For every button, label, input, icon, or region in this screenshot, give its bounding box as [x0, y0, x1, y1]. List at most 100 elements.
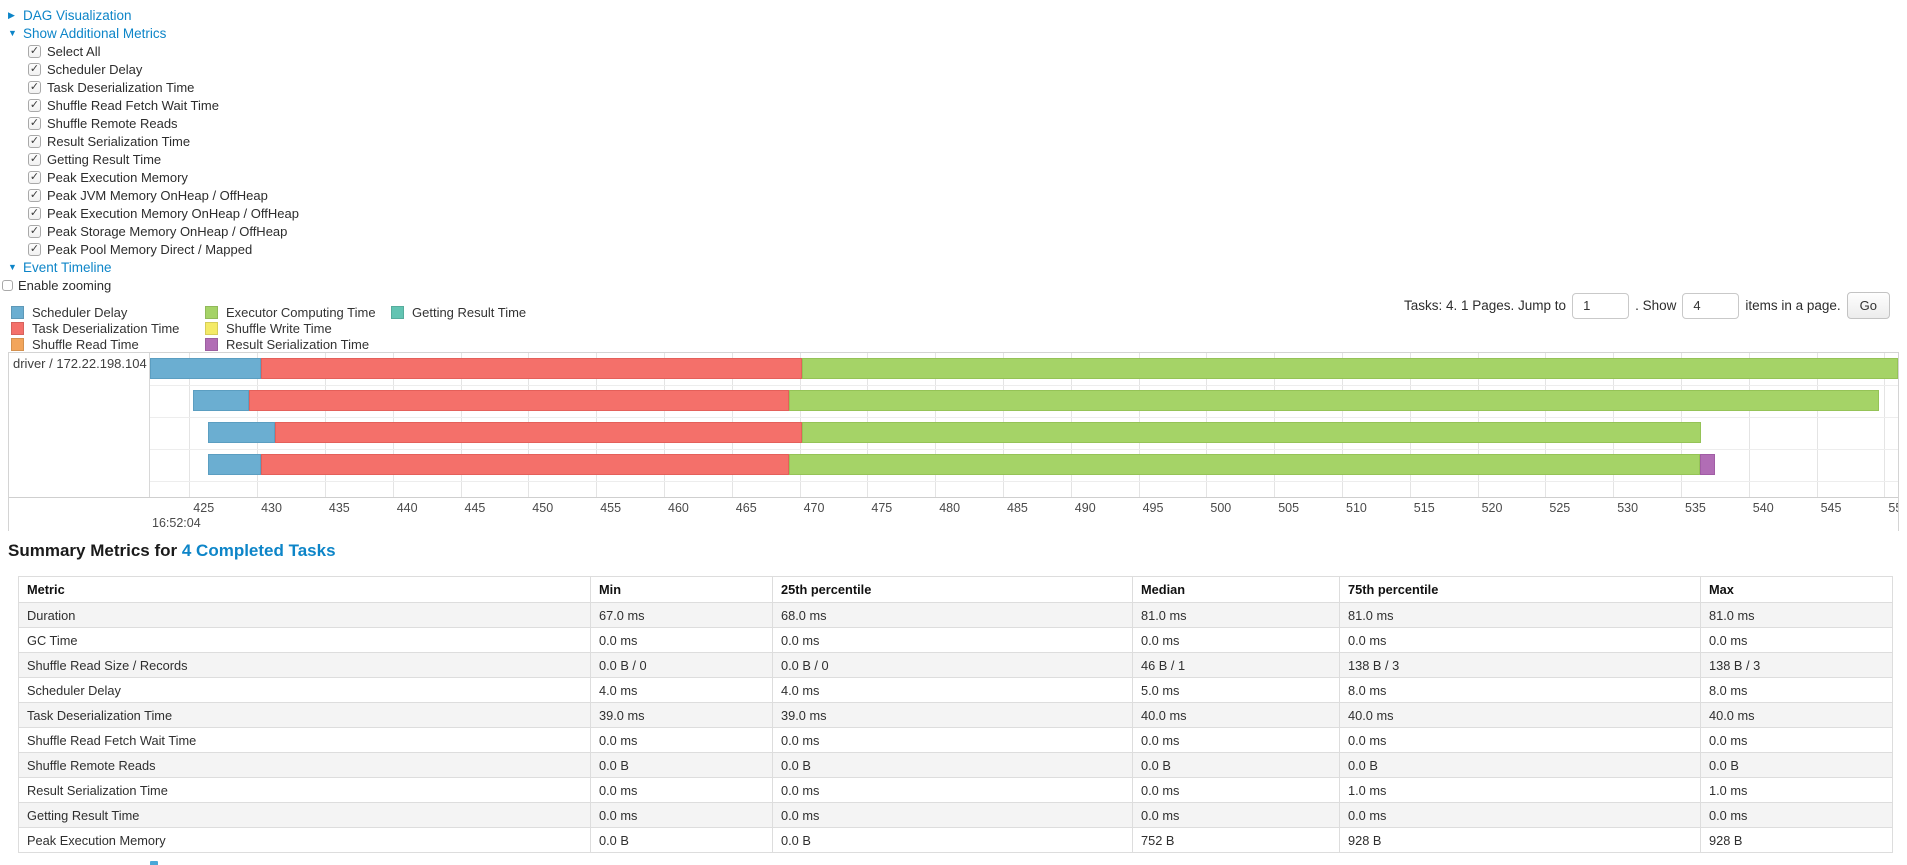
table-cell: Shuffle Read Fetch Wait Time: [18, 727, 591, 753]
metric-checkbox[interactable]: ✓: [28, 206, 41, 220]
task-bar-scheduler-delay[interactable]: [208, 454, 262, 475]
table-cell: 0.0 B / 0: [590, 652, 773, 678]
legend-label: Task Deserialization Time: [32, 320, 180, 336]
metric-checkbox[interactable]: ✓: [28, 152, 41, 166]
summary-metrics-title: Summary Metrics for 4 Completed Tasks: [8, 541, 336, 561]
task-bar-task-deserialization[interactable]: [261, 358, 803, 379]
metric-checkbox[interactable]: ✓: [28, 170, 41, 184]
table-cell: 0.0 ms: [1700, 627, 1893, 653]
table-header-cell: Metric: [18, 576, 591, 603]
table-cell: 138 B / 3: [1700, 652, 1893, 678]
timeline-tick-label: 465: [735, 501, 757, 515]
completed-tasks-link[interactable]: 4 Completed Tasks: [181, 541, 336, 560]
timeline-gridline: [1816, 353, 1818, 497]
table-cell: 0.0 ms: [590, 727, 773, 753]
table-row: Getting Result Time 0.0 ms 0.0 ms 0.0 ms 0.0…: [18, 802, 1893, 828]
task-deserialization-swatch-icon: [11, 321, 24, 335]
timeline-plot-area: [150, 353, 1898, 497]
metric-checkbox[interactable]: ✓: [28, 62, 41, 76]
task-bar-result-serialization[interactable]: [1700, 454, 1715, 475]
event-timeline-toggle[interactable]: ▼ Event Timeline: [8, 258, 648, 276]
metric-checkbox[interactable]: ✓: [28, 224, 41, 238]
show-additional-metrics-toggle[interactable]: ▼ Show Additional Metrics: [8, 24, 648, 42]
enable-zooming-checkbox[interactable]: [2, 279, 13, 291]
task-bar-executor-computing[interactable]: [802, 358, 1898, 379]
table-cell: 4.0 ms: [772, 677, 1133, 703]
metric-checkbox[interactable]: ✓: [28, 134, 41, 148]
timeline-lane-line: [150, 481, 1898, 482]
task-bar-scheduler-delay[interactable]: [150, 358, 262, 379]
metric-checkbox-row: ✓ Select All: [28, 42, 648, 60]
metric-checkbox[interactable]: ✓: [28, 116, 41, 130]
enable-zooming-label: Enable zooming: [18, 277, 112, 293]
table-cell: 0.0 ms: [1132, 627, 1340, 653]
metric-checkbox[interactable]: ✓: [28, 242, 41, 256]
table-cell: 0.0 ms: [772, 627, 1133, 653]
metric-checkbox-label: Peak Execution Memory: [47, 169, 188, 185]
metric-checkbox-row: ✓ Shuffle Read Fetch Wait Time: [28, 96, 648, 114]
timeline-tick-label: 435: [328, 501, 350, 515]
table-row: Shuffle Read Size / Records 0.0 B / 0 0.0 …: [18, 652, 1893, 678]
metric-checkbox-label: Task Deserialization Time: [47, 79, 195, 95]
table-cell: 0.0 ms: [1700, 802, 1893, 828]
table-cell: 0.0 ms: [772, 727, 1133, 753]
legend-column: Scheduler Delay Task Deserialization Time…: [11, 304, 205, 352]
task-bar-task-deserialization[interactable]: [249, 390, 789, 411]
metric-checkbox[interactable]: ✓: [28, 80, 41, 94]
table-row: GC Time 0.0 ms 0.0 ms 0.0 ms 0.0 ms 0.0 ms: [18, 627, 1893, 653]
timeline-gridline: [189, 353, 191, 497]
metric-checkbox-row: ✓ Peak JVM Memory OnHeap / OffHeap: [28, 186, 648, 204]
table-cell: Shuffle Read Size / Records: [18, 652, 591, 678]
legend-item: Shuffle Write Time: [205, 320, 391, 336]
task-bar-executor-computing[interactable]: [802, 422, 1702, 443]
task-bar-executor-computing[interactable]: [788, 454, 1700, 475]
timeline-tick-label: 430: [261, 501, 282, 515]
table-cell: 0.0 ms: [1339, 627, 1701, 653]
timeline-tick-label: 480: [939, 501, 961, 515]
legend-item: Shuffle Read Time: [11, 336, 205, 352]
task-bar-scheduler-delay[interactable]: [193, 390, 249, 411]
table-row: Task Deserialization Time 39.0 ms 39.0 ms 4…: [18, 702, 1893, 728]
table-cell: GC Time: [18, 627, 591, 653]
table-cell: 0.0 B: [772, 827, 1133, 853]
timeline-lane-line: [150, 449, 1898, 450]
timeline-tick-label: 490: [1074, 501, 1096, 515]
getting-result-swatch-icon: [391, 305, 404, 319]
task-bar-scheduler-delay[interactable]: [208, 422, 275, 443]
metric-checkbox[interactable]: ✓: [28, 188, 41, 202]
task-bar-executor-computing[interactable]: [788, 390, 1879, 411]
metric-checkbox-row: ✓ Task Deserialization Time: [28, 78, 648, 96]
stage-controls: ▶ DAG Visualization ▼ Show Additional Me…: [2, 6, 648, 352]
table-header-cell: 25th percentile: [772, 576, 1133, 603]
metric-checkbox[interactable]: ✓: [28, 98, 41, 112]
table-cell: 1.0 ms: [1700, 777, 1893, 803]
task-bar-task-deserialization[interactable]: [274, 422, 803, 443]
table-cell: 8.0 ms: [1339, 677, 1701, 703]
timeline-tick-label: 425: [193, 501, 215, 515]
dag-visualization-label: DAG Visualization: [23, 7, 132, 23]
table-cell: 0.0 B: [1339, 752, 1701, 778]
table-row: Shuffle Read Fetch Wait Time 0.0 ms 0.0 ms…: [18, 727, 1893, 753]
table-header-row: Metric Min 25th percentile Median 75th perce…: [18, 576, 1893, 603]
go-button[interactable]: Go: [1846, 292, 1890, 319]
table-cell: 0.0 B / 0: [772, 652, 1133, 678]
table-cell: 8.0 ms: [1700, 677, 1893, 703]
timeline-tick-label: 515: [1413, 501, 1435, 515]
items-per-page-input[interactable]: [1682, 292, 1740, 319]
table-cell: 0.0 ms: [772, 802, 1133, 828]
metric-checkbox-row: ✓ Peak Execution Memory OnHeap / OffHeap: [28, 204, 648, 222]
table-cell: 39.0 ms: [590, 702, 773, 728]
legend-label: Getting Result Time: [412, 304, 527, 320]
task-bar-task-deserialization[interactable]: [261, 454, 789, 475]
table-cell: 0.0 ms: [1132, 777, 1340, 803]
legend-label: Shuffle Read Time: [32, 336, 139, 352]
table-header-cell: 75th percentile: [1339, 576, 1701, 603]
dag-visualization-toggle[interactable]: ▶ DAG Visualization: [8, 6, 648, 24]
metric-checkbox-label: Shuffle Read Fetch Wait Time: [47, 97, 219, 113]
timeline-tick-label: 440: [396, 501, 418, 515]
metric-checkbox[interactable]: ✓: [28, 44, 41, 58]
jump-to-page-input[interactable]: [1572, 292, 1630, 319]
timeline-major-time-label: 16:52:04: [152, 516, 201, 530]
pagination-suffix-text: items in a page.: [1745, 298, 1841, 313]
metric-checkbox-row: ✓ Result Serialization Time: [28, 132, 648, 150]
